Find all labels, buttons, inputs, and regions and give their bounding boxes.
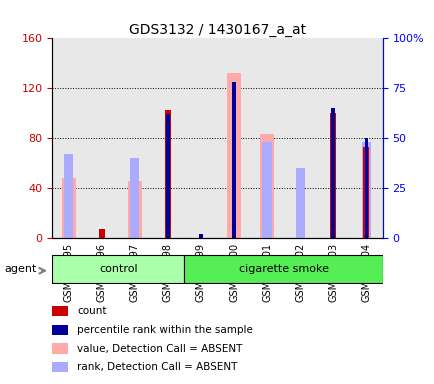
- Bar: [260, 134, 273, 238]
- Bar: [128, 180, 141, 238]
- Text: rank, Detection Call = ABSENT: rank, Detection Call = ABSENT: [77, 362, 237, 372]
- Bar: [166, 114, 169, 238]
- Bar: [227, 73, 240, 238]
- Bar: [199, 234, 202, 238]
- Bar: [52, 306, 67, 316]
- Bar: [99, 229, 105, 238]
- Bar: [164, 109, 171, 238]
- Text: percentile rank within the sample: percentile rank within the sample: [77, 325, 253, 335]
- Bar: [362, 147, 368, 238]
- Text: cigarette smoke: cigarette smoke: [238, 264, 328, 274]
- Bar: [329, 113, 335, 238]
- Text: count: count: [77, 306, 106, 316]
- Text: value, Detection Call = ABSENT: value, Detection Call = ABSENT: [77, 344, 242, 354]
- Bar: [361, 142, 370, 238]
- Bar: [232, 82, 235, 238]
- Bar: [64, 154, 73, 238]
- Bar: [331, 108, 334, 238]
- Bar: [364, 138, 367, 238]
- Bar: [130, 158, 139, 238]
- Text: control: control: [99, 264, 137, 274]
- Text: GDS3132 / 1430167_a_at: GDS3132 / 1430167_a_at: [128, 23, 306, 37]
- Bar: [295, 168, 304, 238]
- Bar: [62, 178, 76, 238]
- Bar: [52, 343, 67, 354]
- FancyBboxPatch shape: [52, 255, 184, 283]
- Bar: [52, 362, 67, 372]
- FancyBboxPatch shape: [184, 255, 382, 283]
- Text: agent: agent: [4, 264, 36, 274]
- Bar: [262, 142, 271, 238]
- Bar: [52, 325, 67, 335]
